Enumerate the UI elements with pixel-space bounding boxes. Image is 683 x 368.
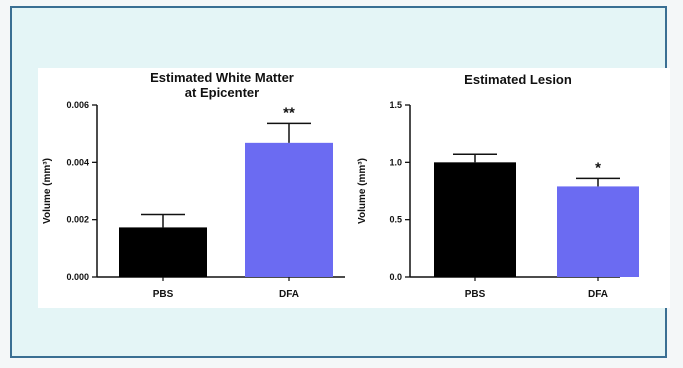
y-tick-label: 1.0 — [389, 157, 402, 167]
y-axis-label: Volume (mm³) — [42, 158, 53, 224]
y-axis-label: Volume (mm³) — [357, 158, 368, 224]
x-category-label: DFA — [588, 289, 608, 300]
x-category-label: PBS — [153, 289, 174, 300]
x-category-label: PBS — [465, 289, 486, 300]
bar-pbs — [434, 162, 516, 277]
y-tick-label: 0.004 — [66, 157, 89, 167]
y-tick-label: 0.0 — [389, 272, 402, 282]
chart-title-line: Estimated Lesion — [464, 72, 572, 87]
bar-dfa — [245, 142, 333, 277]
chart-title-line: Estimated White Matter — [150, 70, 294, 85]
chart-2: Estimated Lesion 0.0 0.5 1.0 1.5 Volume (mm³)… — [357, 72, 639, 300]
y-tick-label: 0.000 — [66, 272, 89, 282]
significance-marker: ** — [283, 104, 295, 121]
y-tick-label: 1.5 — [389, 100, 402, 110]
bar-dfa — [557, 186, 639, 277]
y-tick-label: 0.5 — [389, 215, 402, 225]
significance-marker: * — [595, 159, 601, 176]
y-tick-label: 0.006 — [66, 100, 89, 110]
y-tick-label: 0.002 — [66, 215, 89, 225]
chart-title-line: at Epicenter — [185, 85, 259, 100]
x-category-label: DFA — [279, 289, 299, 300]
bar-pbs — [119, 227, 207, 277]
